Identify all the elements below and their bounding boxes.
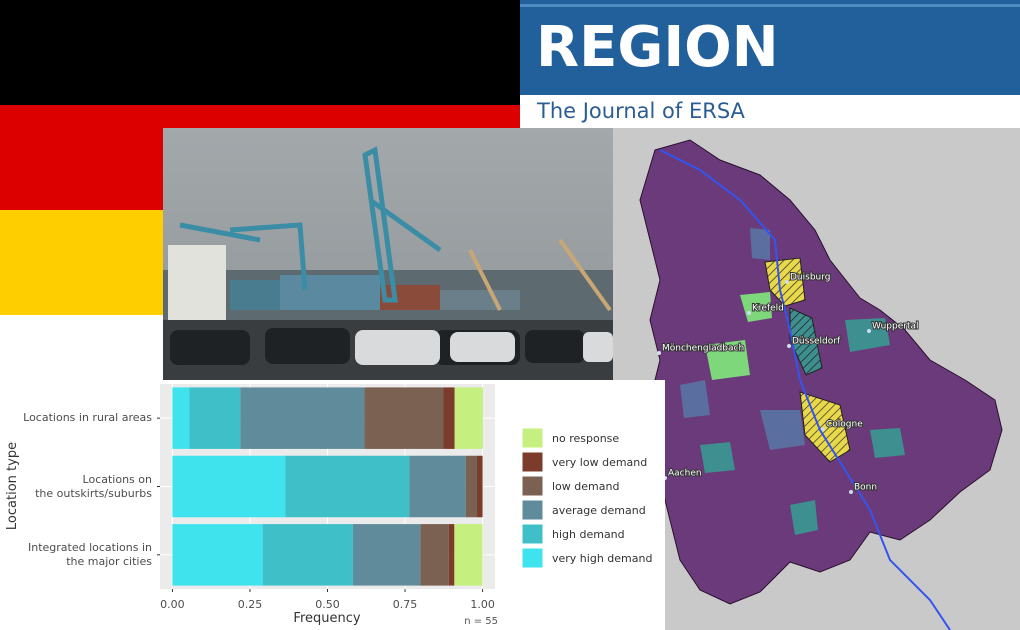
legend-key bbox=[521, 451, 544, 473]
city-dot bbox=[657, 351, 661, 355]
city-label: Wuppertal bbox=[872, 322, 919, 332]
bar-segment bbox=[262, 524, 353, 586]
bar-segment bbox=[172, 524, 263, 586]
city-dot bbox=[747, 311, 751, 315]
sample-note: n = 55 bbox=[464, 616, 498, 627]
city-label: Bonn bbox=[854, 483, 877, 493]
journal-subtitle: The Journal of ERSA bbox=[536, 99, 746, 123]
bar-segment bbox=[352, 524, 421, 586]
chart: 0.00 0.25 0.50 0.75 1.00 very high demand high… bbox=[157, 384, 652, 611]
bar-segment bbox=[409, 455, 466, 518]
x-tick-label: 0.25 bbox=[238, 598, 263, 611]
x-tick-label: 1.00 bbox=[470, 598, 495, 611]
y-axis-title: Location type bbox=[5, 442, 20, 530]
header-stripe bbox=[520, 4, 1020, 7]
bar-segment bbox=[172, 455, 286, 518]
bar-segment bbox=[454, 387, 483, 449]
bar-segment bbox=[285, 455, 410, 518]
map: Duisburg Krefeld Wuppertal Düsseldorf Mönche… bbox=[613, 128, 1020, 630]
legend-label: very high demand bbox=[552, 552, 652, 565]
x-axis-title: Frequency bbox=[293, 611, 360, 626]
legend-label: no response bbox=[552, 432, 619, 445]
legend-key bbox=[521, 475, 544, 497]
city-label: Aachen bbox=[668, 469, 702, 479]
flag-black bbox=[0, 0, 520, 105]
bar-segment bbox=[420, 524, 449, 586]
legend-key bbox=[521, 499, 544, 521]
bar-segment bbox=[448, 524, 455, 586]
header-band bbox=[520, 0, 1020, 95]
bar-segment bbox=[172, 387, 190, 449]
city-dot bbox=[867, 329, 871, 333]
bar-segment bbox=[443, 387, 455, 449]
journal-title: REGION bbox=[536, 15, 779, 80]
city-label: Duisburg bbox=[790, 273, 831, 283]
city-dot bbox=[849, 490, 853, 494]
city-label: Krefeld bbox=[752, 304, 784, 314]
legend-label: high demand bbox=[552, 528, 625, 541]
bar-segment bbox=[465, 455, 478, 518]
y-tick-label: Integrated locations in the major cities bbox=[27, 540, 152, 568]
legend-key bbox=[521, 547, 544, 569]
x-tick-label: 0.75 bbox=[393, 598, 418, 611]
legend-key bbox=[521, 427, 544, 449]
bar-segment bbox=[240, 387, 365, 449]
bar-segment bbox=[477, 455, 483, 518]
city-label: Cologne bbox=[826, 420, 863, 430]
bar-segment bbox=[454, 524, 483, 586]
bar-segment bbox=[189, 387, 241, 449]
y-tick-label: Locations on the outskirts/suburbs bbox=[35, 472, 152, 500]
city-label: Düsseldorf bbox=[792, 337, 841, 347]
port-photo bbox=[163, 128, 613, 380]
city-label: Mönchengladbach bbox=[662, 344, 744, 354]
city-dot bbox=[821, 427, 825, 431]
city-dot bbox=[785, 280, 789, 284]
city-dot bbox=[787, 344, 791, 348]
legend-label: low demand bbox=[552, 480, 619, 493]
x-tick-label: 0.50 bbox=[315, 598, 340, 611]
y-tick-label: Locations in rural areas bbox=[23, 411, 152, 425]
x-tick-label: 0.00 bbox=[160, 598, 185, 611]
legend-key bbox=[521, 523, 544, 545]
bar-segment bbox=[364, 387, 444, 449]
legend-label: average demand bbox=[552, 504, 646, 517]
legend-label: very low demand bbox=[552, 456, 647, 469]
